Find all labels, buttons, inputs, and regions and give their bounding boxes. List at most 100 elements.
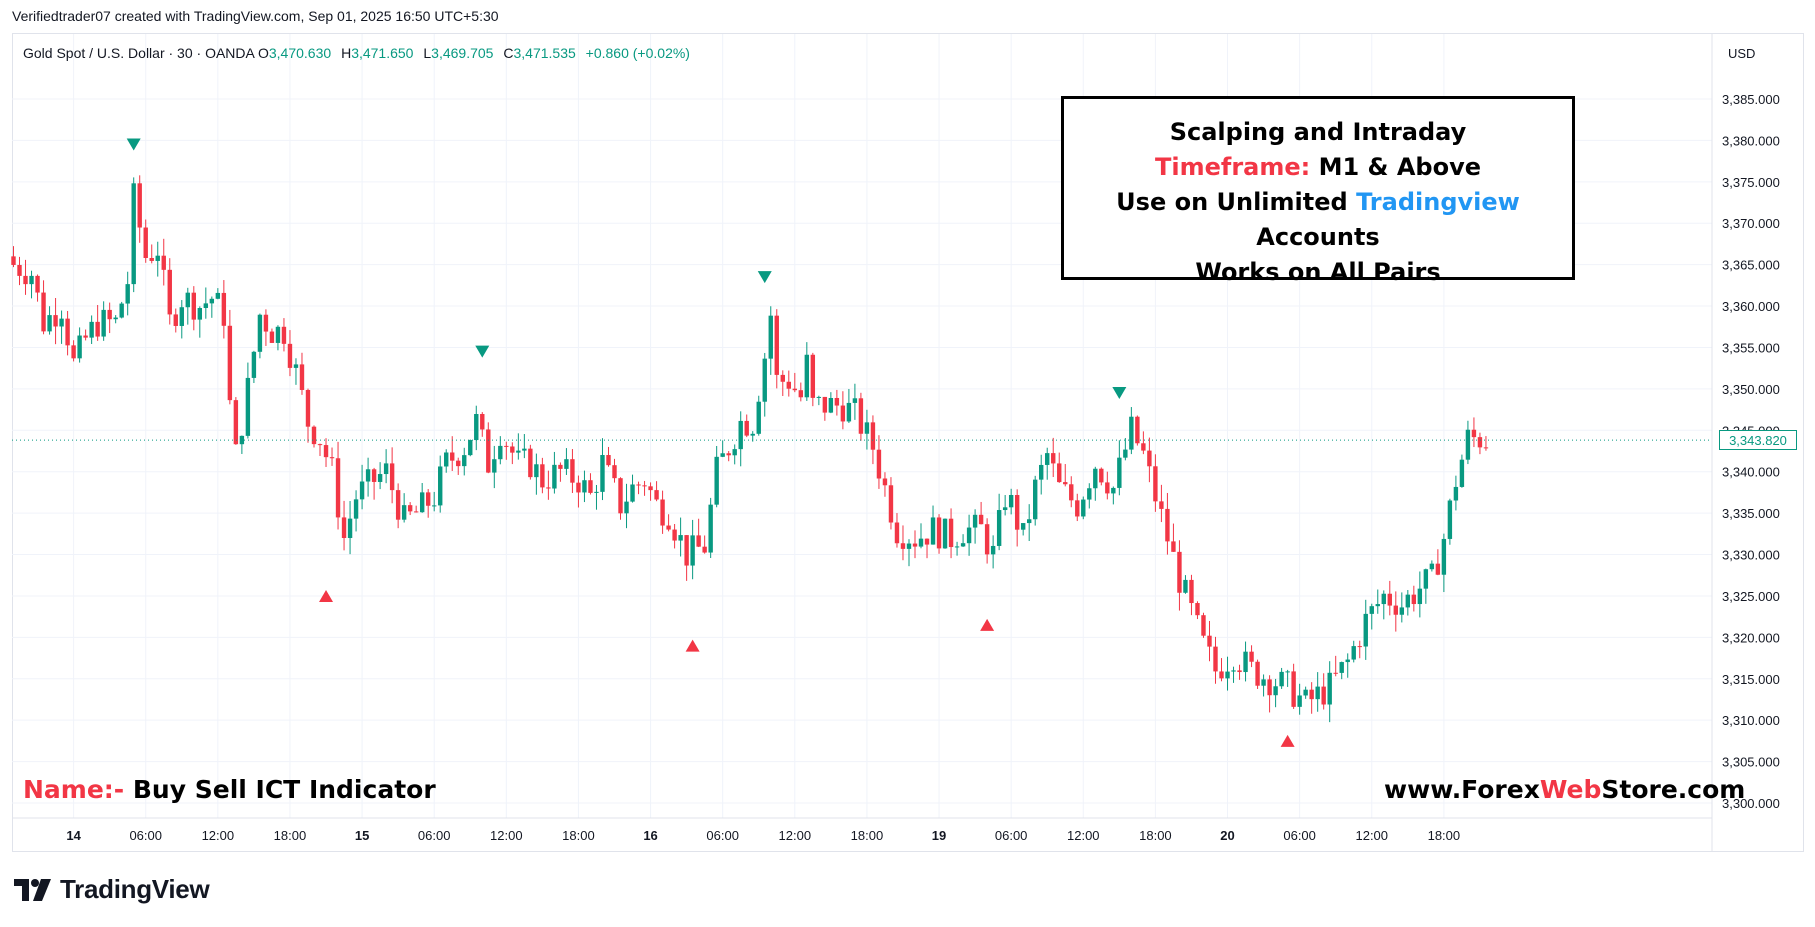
candle-body [792,388,797,391]
candle-body [732,449,737,456]
y-tick-label: 3,305.000 [1722,755,1780,770]
x-tick-label: 19 [932,828,946,843]
buy-signal-arrow [980,618,995,631]
x-tick-label: 06:00 [995,828,1028,843]
currency-button[interactable]: USD [1728,46,1756,61]
website-label: www.ForexWebStore.com [1384,775,1745,804]
candle-body [858,398,864,434]
candle-body [906,543,912,549]
candle-body [1207,635,1212,647]
candle-body [1099,468,1104,483]
y-tick-label: 3,365.000 [1722,258,1780,273]
candle-body [1039,464,1044,480]
candle-body [281,326,287,344]
candle-body [474,414,479,441]
candle-body [41,292,46,332]
candle-body [365,469,371,482]
site-part-red: Web [1539,775,1602,804]
candle-body [678,535,683,541]
close-value: 3,471.535 [513,45,576,61]
axes: 3,385.000 3,380.000 3,375.000 3,370.000 3,36… [12,34,1780,851]
candle-body [1075,500,1080,517]
candle-body [95,321,100,337]
candle-body [528,448,533,478]
candle-body [840,405,846,422]
candle-body [576,482,581,493]
candle-body [510,446,515,453]
candle-body [984,524,990,555]
candles [11,175,1489,723]
candle-body [684,535,689,566]
last-price-tag: 3,343.820 [1719,430,1797,451]
y-tick-label: 3,310.000 [1722,713,1780,728]
candle-body [359,481,365,500]
candle-body [852,398,858,403]
candle-body [666,525,671,530]
candle-body [215,292,221,299]
buy-signal-arrow [1280,734,1295,747]
tradingview-word: Tradingview [1356,188,1520,216]
tradingview-logo[interactable]: TradingView [14,874,210,905]
candle-body [846,402,852,422]
candle-body [672,529,677,541]
candle-body [191,292,196,320]
tradingview-logo-icon [14,878,51,901]
candle-body [432,505,437,507]
candle-body [1351,646,1356,660]
x-tick-label: 18:00 [851,828,884,843]
candle-body [107,309,112,320]
buy-signal-arrow [685,639,700,652]
candle-body [1321,686,1326,705]
x-tick-label: 20 [1220,828,1234,843]
candle-body [972,514,978,528]
y-tick-label: 3,355.000 [1722,340,1780,355]
x-tick-label: 06:00 [1283,828,1316,843]
buy-signal-arrow [319,589,334,602]
candle-body [155,255,160,261]
signals [126,138,1295,747]
candle-body [1183,579,1188,593]
candle-body [924,538,930,545]
chart-frame[interactable] [12,33,1804,852]
candle-body [1411,594,1417,605]
candle-body [1477,437,1483,448]
y-tick-label: 3,385.000 [1722,92,1780,107]
candle-body [498,445,503,460]
info-line-3b: Accounts [1256,223,1380,251]
candle-body [624,501,629,514]
candle-body [83,335,88,338]
candle-body [341,517,347,539]
y-tick-label: 3,335.000 [1722,506,1780,521]
candle-body [654,490,659,500]
candle-body [936,517,942,549]
candle-body [1033,479,1038,520]
candle-body [197,308,203,320]
x-tick-label: 14 [66,828,81,843]
candle-body [1471,429,1477,438]
candle-body [1087,488,1092,500]
candle-body [1045,453,1050,465]
candle-body [65,318,70,346]
candle-body [1357,646,1362,648]
candle-body [762,358,767,402]
candle-body [534,464,539,478]
candle-body [1237,670,1242,673]
candle-body [798,390,804,398]
candle-body [317,444,323,446]
candle-body [462,455,467,467]
candle-body [996,510,1002,546]
candle-body [834,397,840,406]
candle-body [648,486,653,491]
low-value: 3,469.705 [431,45,494,61]
candle-body [1063,482,1068,485]
candle-body [1285,671,1290,673]
candle-body [1369,606,1374,614]
candle-body [263,314,269,332]
candle-body [59,318,64,327]
candle-body [1002,507,1008,511]
candle-body [768,315,773,359]
high-value: 3,471.650 [351,45,414,61]
candle-body [1219,671,1224,679]
sell-signal-arrow [475,345,490,358]
